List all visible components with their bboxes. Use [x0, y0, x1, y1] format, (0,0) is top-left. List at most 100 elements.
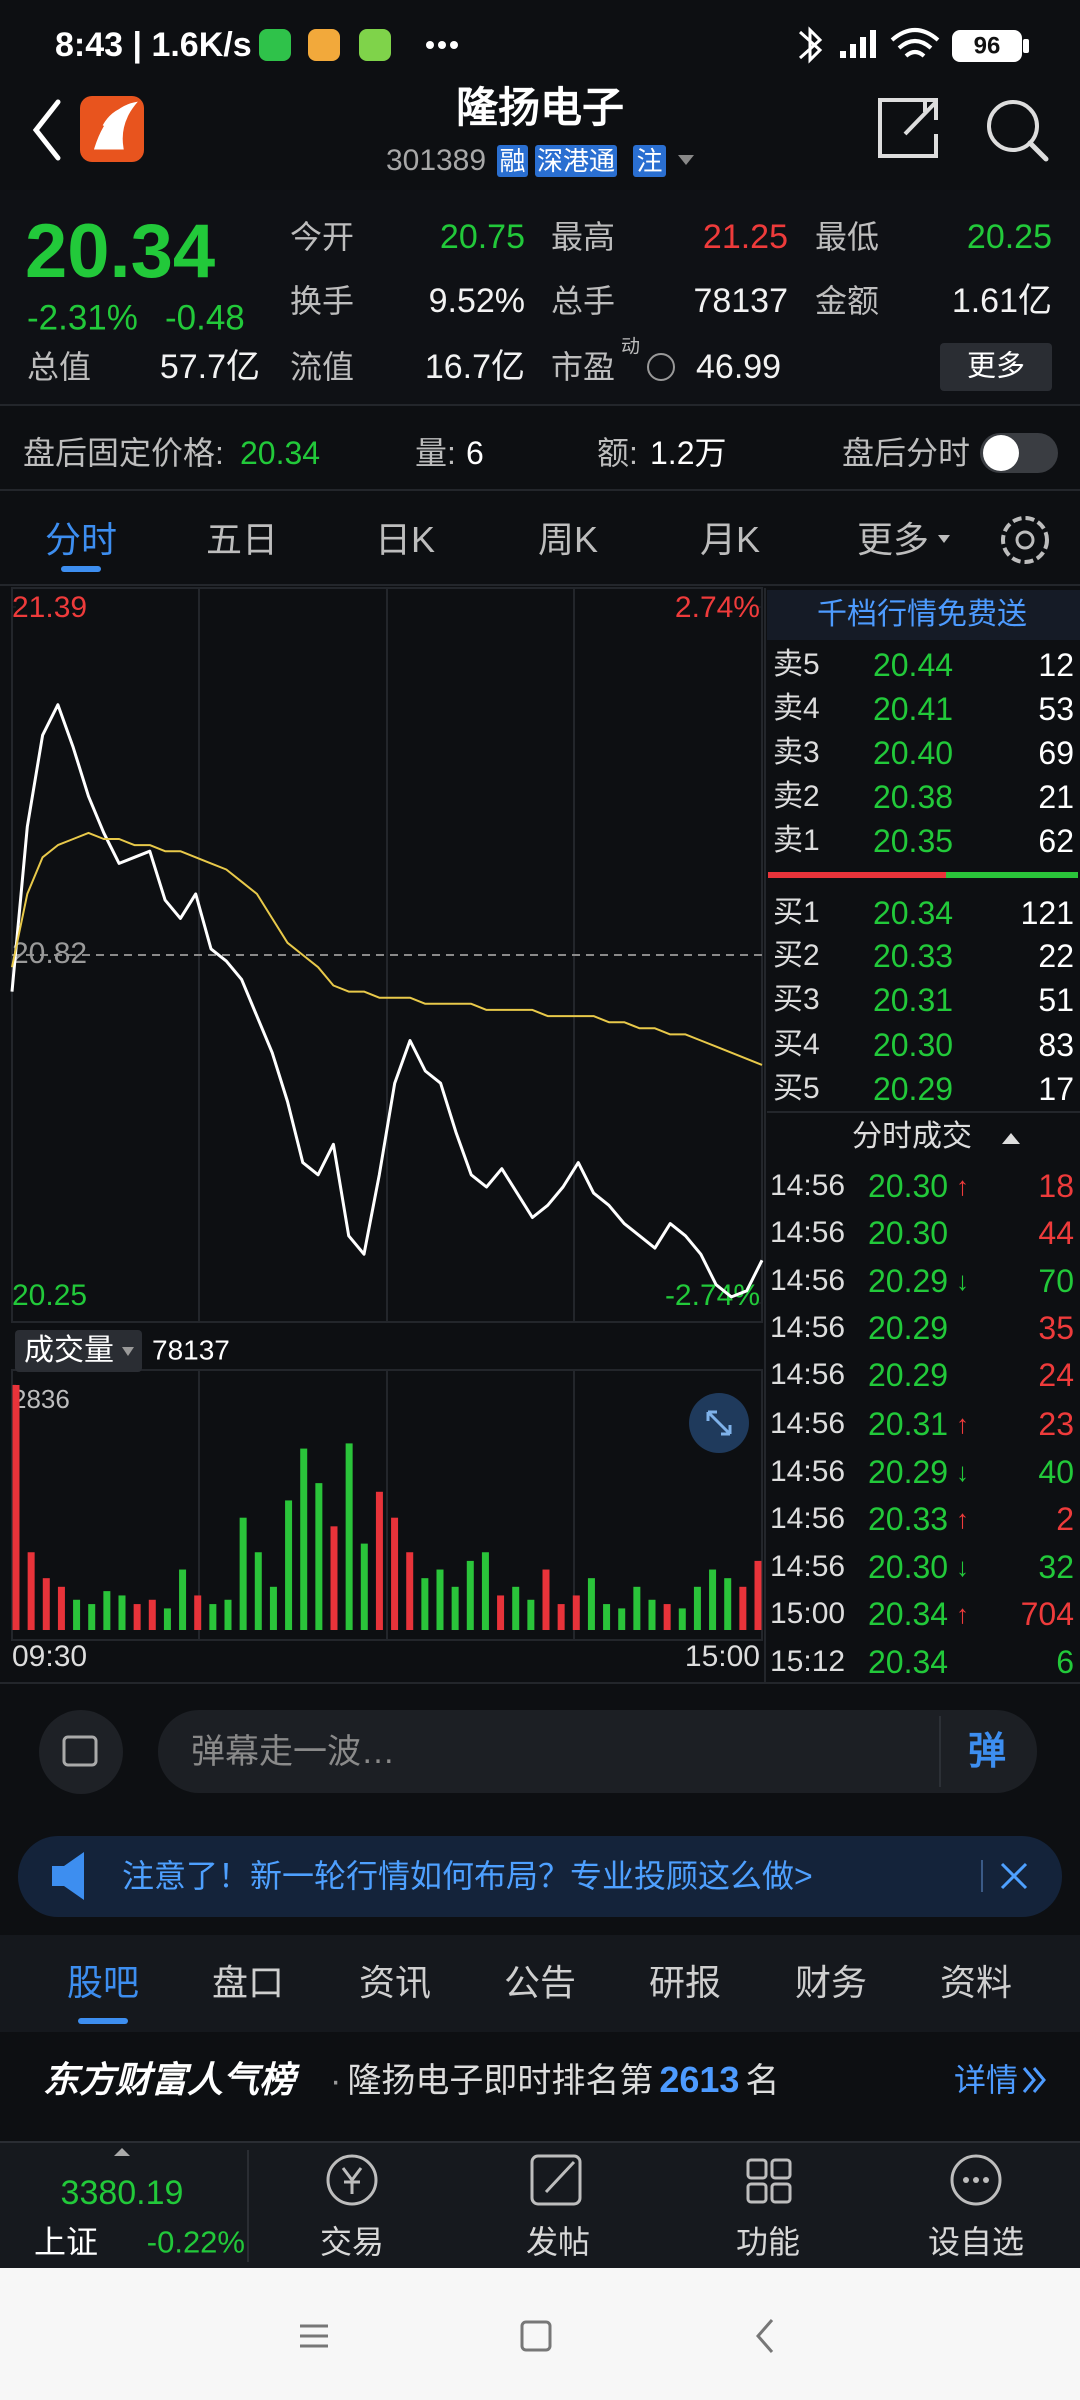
notification-icon	[359, 29, 391, 61]
notification-icon	[259, 29, 291, 61]
index-expand[interactable]	[114, 2148, 130, 2156]
volume-selector-bg[interactable]	[15, 1330, 142, 1372]
nav-item[interactable]: 发帖	[525, 2224, 591, 2260]
trade-price: 20.30	[868, 1549, 949, 1585]
content-tab[interactable]: 盘口	[211, 1962, 285, 2003]
volume-bar	[466, 1560, 474, 1630]
y-tick-label: 21.39	[12, 591, 87, 624]
search-button[interactable]	[987, 100, 1039, 152]
chart-tab[interactable]: 分时	[44, 519, 118, 560]
order-quantity: 53	[1038, 691, 1074, 727]
tab-dropdown	[938, 535, 950, 543]
volume-bar	[194, 1595, 202, 1630]
stat-superscript: 动	[621, 336, 641, 358]
ranking-line: · 隆扬电子即时排名第 2613 名	[330, 2062, 779, 2099]
volume-bar	[345, 1443, 353, 1630]
home-key[interactable]	[520, 2320, 552, 2352]
order-price: 20.30	[872, 1027, 954, 1063]
order-book-title[interactable]: 千档行情免费送	[817, 598, 1027, 631]
y-tick-label: 2836	[12, 1384, 70, 1414]
stat-label: 换手	[290, 283, 355, 319]
function-icon	[770, 2182, 792, 2204]
content-tab[interactable]: 研报	[648, 1962, 722, 2003]
function-icon	[770, 2158, 792, 2180]
trade-price: 20.29	[868, 1357, 949, 1393]
function-icon	[746, 2182, 768, 2204]
volume-bar	[557, 1604, 565, 1630]
trade-price: 20.29	[868, 1310, 949, 1346]
stat-value: 46.99	[696, 348, 782, 386]
stat-value: 1.61亿	[951, 282, 1052, 320]
volume-bar	[587, 1578, 595, 1630]
index-value[interactable]: 3380.19	[60, 2174, 184, 2212]
trade-direction: ↓	[956, 1457, 969, 1487]
trades-collapse[interactable]	[1002, 1133, 1020, 1144]
status-time: 8:43 | 1.6K/s	[55, 26, 252, 64]
stat-label: 总手	[551, 283, 616, 319]
order-quantity: 22	[1038, 938, 1074, 974]
content-tab[interactable]: 资讯	[358, 1962, 432, 2003]
share-button[interactable]	[878, 98, 938, 158]
banner-close[interactable]	[1000, 1862, 1028, 1890]
order-label: 卖4	[773, 692, 820, 725]
volume-bar	[724, 1578, 732, 1630]
nav-item[interactable]: 功能	[735, 2224, 801, 2260]
signal-bar	[870, 30, 876, 58]
quote-bg	[0, 190, 1080, 405]
danmaku-button[interactable]: 弹	[967, 1731, 1007, 1773]
volume-bar	[179, 1569, 187, 1630]
watchlist-icon-dot	[973, 2177, 979, 2183]
chart-tab[interactable]: 月K	[699, 519, 761, 560]
chart-tab[interactable]: 日K	[374, 519, 436, 560]
trade-quantity: 24	[1038, 1357, 1074, 1393]
content-tab[interactable]: 资料	[939, 1962, 1013, 2003]
volume-bar	[451, 1586, 459, 1630]
index-change: -0.22%	[146, 2224, 245, 2260]
nav-item[interactable]: 交易	[319, 2224, 385, 2260]
ranking-detail-link[interactable]: 详情	[953, 2062, 1018, 2098]
danmaku-settings[interactable]	[39, 1710, 123, 1794]
trade-price: 20.30	[868, 1168, 949, 1204]
stat-label: 市盈	[551, 349, 616, 385]
badge-bg	[497, 145, 528, 177]
volume-bar	[709, 1569, 717, 1630]
comment-placeholder[interactable]: 弹幕走一波…	[191, 1733, 395, 1771]
more-button[interactable]: 更多	[966, 350, 1026, 383]
trade-direction: ↓	[956, 1266, 969, 1296]
banner-text[interactable]: 注意了！新一轮行情如何布局？专业投顾这么做>	[122, 1858, 813, 1894]
content-tab[interactable]: 公告	[503, 1962, 577, 2003]
chart-tab[interactable]: 周K	[537, 519, 599, 560]
volume-bar	[603, 1604, 611, 1630]
code-dropdown[interactable]	[678, 155, 694, 165]
after-hours-toggle-label: 盘后分时	[842, 435, 971, 471]
after-hours-volume: 6	[466, 435, 484, 471]
volume-bar	[497, 1595, 505, 1630]
back-button[interactable]	[32, 99, 61, 161]
stat-label: 最低	[815, 219, 880, 255]
banner-bg[interactable]	[18, 1836, 1062, 1917]
chart-tab[interactable]: 更多	[856, 519, 930, 560]
content-tab[interactable]: 股吧	[66, 1962, 140, 2003]
info-icon[interactable]	[647, 353, 675, 381]
back-key[interactable]	[756, 2319, 774, 2353]
more-button-bg[interactable]	[940, 343, 1052, 391]
chart-tab[interactable]: 五日	[205, 519, 279, 560]
order-label: 买2	[773, 939, 820, 972]
order-label: 买5	[773, 1072, 820, 1105]
trade-direction: ↑	[956, 1504, 969, 1534]
trade-quantity: 6	[1056, 1644, 1074, 1680]
trade-price: 20.31	[868, 1406, 949, 1442]
order-book-title-bg[interactable]	[767, 590, 1080, 640]
volume-bar	[300, 1448, 308, 1630]
volume-title: 成交量	[24, 1334, 114, 1367]
stat-value: 20.75	[439, 218, 525, 256]
after-hours-amount-label: 额:	[597, 435, 638, 471]
comment-input[interactable]	[158, 1710, 1037, 1793]
order-price: 20.34	[872, 895, 954, 931]
settings-button[interactable]	[1001, 516, 1049, 564]
trade-quantity: 32	[1038, 1549, 1074, 1585]
content-tab[interactable]: 财务	[794, 1962, 868, 2003]
expand-icon	[706, 1410, 732, 1436]
nav-item[interactable]: 设自选	[927, 2224, 1025, 2260]
